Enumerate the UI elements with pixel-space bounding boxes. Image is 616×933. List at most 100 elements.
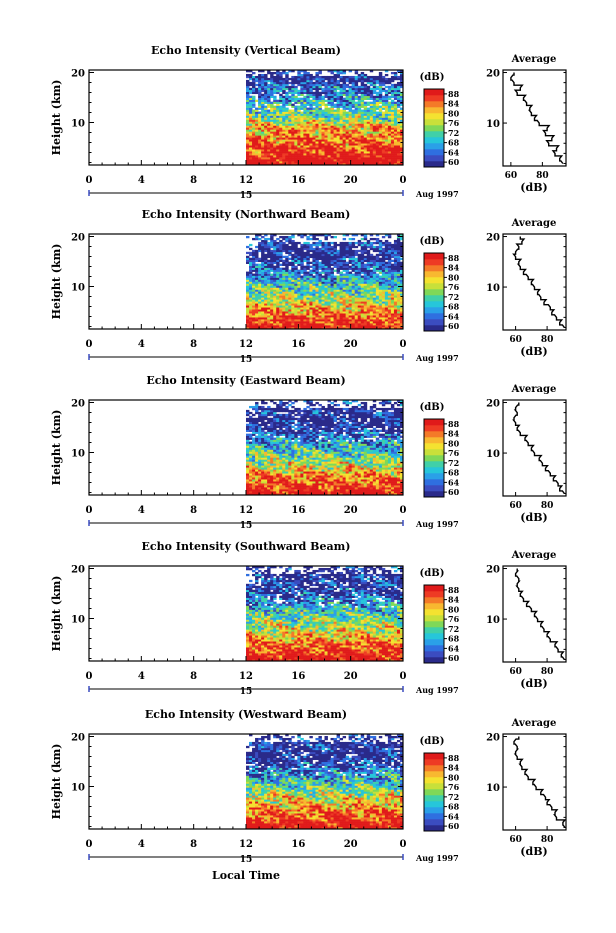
colorbar-tick-label: 60 (448, 821, 460, 831)
colorbar-tick-label: 72 (448, 292, 459, 302)
y-tick-label: 10 (71, 783, 85, 794)
colorbar-unit: (dB) (420, 568, 445, 579)
colorbar-tick-label: 84 (448, 263, 460, 273)
profile-line (511, 73, 563, 164)
colorbar-tick-label: 68 (448, 802, 460, 812)
x-tick-label: 0 (400, 339, 407, 350)
colorbar-tick-label: 72 (448, 624, 459, 634)
x-tick-label: 4 (138, 839, 145, 850)
x-tick-label: 8 (190, 505, 197, 516)
y-tick-label: 20 (71, 69, 85, 80)
x-tick-label: 12 (239, 175, 253, 186)
y-tick-label: 20 (71, 233, 85, 244)
x-tick-label: 16 (291, 505, 305, 516)
colorbar-tick-label: 72 (448, 792, 459, 802)
profile-title: Average (511, 384, 557, 395)
x-tick-label: 8 (190, 339, 197, 350)
date-tick-label: 15 (240, 687, 253, 697)
colorbar-unit: (dB) (420, 236, 445, 247)
chart-title: Echo Intensity (Southward Beam) (142, 540, 351, 553)
colorbar-tick-label: 64 (448, 811, 460, 821)
date-tick-label: 15 (240, 355, 253, 365)
profile-y-tick-label: 20 (486, 565, 500, 576)
x-tick-label: 16 (291, 671, 305, 682)
y-axis-label: Height (km) (50, 244, 63, 320)
date-tick-label: 15 (240, 521, 253, 531)
profile-frame (503, 234, 566, 330)
date-label: Aug 1997 (415, 685, 459, 695)
heatmap-cells (246, 70, 403, 165)
colorbar-tick-label: 68 (448, 634, 460, 644)
x-tick-label: 12 (239, 339, 253, 350)
colorbar-tick-label: 76 (448, 448, 460, 458)
colorbar-tick-label: 76 (448, 614, 460, 624)
date-label: Aug 1997 (415, 853, 459, 863)
colorbar-tick-label: 60 (448, 157, 460, 167)
heatmap-cells (246, 400, 403, 495)
x-tick-label: 12 (239, 671, 253, 682)
profile-x-tick-label: 60 (509, 335, 522, 345)
colorbar-tick-label: 60 (448, 321, 460, 331)
x-tick-label: 0 (86, 339, 93, 350)
profile-y-tick-label: 10 (486, 283, 500, 294)
profile-line (514, 237, 565, 328)
heatmap-cells (246, 734, 403, 829)
profile-title: Average (511, 54, 557, 65)
colorbar-tick-label: 80 (448, 604, 460, 614)
colorbar-tick-label: 72 (448, 458, 459, 468)
colorbar-tick-label: 76 (448, 118, 460, 128)
date-label: Aug 1997 (415, 189, 459, 199)
y-tick-label: 20 (71, 565, 85, 576)
x-tick-label: 0 (400, 505, 407, 516)
colorbar-tick-label: 76 (448, 282, 460, 292)
profile-line (514, 403, 565, 494)
colorbar-unit: (dB) (420, 402, 445, 413)
chart-title: Echo Intensity (Westward Beam) (145, 708, 347, 721)
date-label: Aug 1997 (415, 519, 459, 529)
profile-x-tick-label: 60 (509, 501, 522, 511)
colorbar-tick-label: 80 (448, 772, 460, 782)
x-tick-label: 8 (190, 671, 197, 682)
x-tick-label: 4 (138, 671, 145, 682)
x-tick-label: 0 (400, 839, 407, 850)
profile-x-label: (dB) (520, 181, 547, 194)
colorbar-tick-label: 64 (448, 643, 460, 653)
profile-x-label: (dB) (520, 511, 547, 524)
y-tick-label: 10 (71, 615, 85, 626)
profile-y-tick-label: 10 (486, 783, 500, 794)
x-tick-label: 20 (344, 671, 358, 682)
colorbar-tick-label: 84 (448, 763, 460, 773)
x-tick-label: 12 (239, 505, 253, 516)
colorbar-tick-label: 68 (448, 302, 460, 312)
profile-x-tick-label: 60 (505, 171, 518, 181)
profile-y-tick-label: 10 (486, 119, 500, 130)
profile-x-label: (dB) (520, 677, 547, 690)
colorbar (424, 253, 444, 331)
colorbar-unit: (dB) (420, 736, 445, 747)
colorbar-tick-label: 64 (448, 477, 460, 487)
profile-x-tick-label: 80 (541, 501, 554, 511)
y-tick-label: 10 (71, 449, 85, 460)
colorbar-tick-label: 84 (448, 99, 460, 109)
colorbar-tick-label: 64 (448, 311, 460, 321)
colorbar-tick-label: 88 (448, 753, 460, 763)
x-tick-label: 20 (344, 505, 358, 516)
profile-y-tick-label: 10 (486, 615, 500, 626)
colorbar-tick-label: 88 (448, 89, 460, 99)
profile-y-tick-label: 20 (486, 69, 500, 80)
profile-y-tick-label: 20 (486, 733, 500, 744)
profile-x-label: (dB) (520, 345, 547, 358)
colorbar-tick-label: 72 (448, 128, 459, 138)
colorbar-tick-label: 68 (448, 468, 460, 478)
colorbar-tick-label: 80 (448, 438, 460, 448)
profile-x-tick-label: 80 (541, 335, 554, 345)
profile-line (516, 569, 565, 660)
y-tick-label: 10 (71, 283, 85, 294)
profile-x-tick-label: 80 (541, 667, 554, 677)
profile-title: Average (511, 550, 557, 561)
profile-title: Average (511, 718, 557, 729)
x-tick-label: 16 (291, 339, 305, 350)
x-tick-label: 16 (291, 839, 305, 850)
